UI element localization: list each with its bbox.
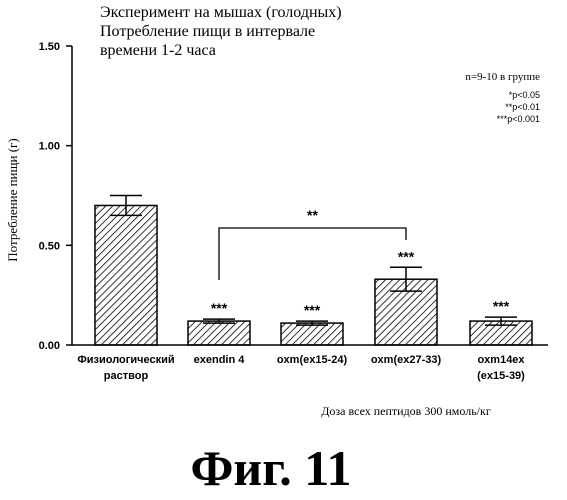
x-axis-label: Доза всех пептидов 300 нмоль/кг [321,404,491,418]
bar [281,323,343,345]
x-tick-label: раствор [104,370,149,382]
legend-p-005: *p<0.05 [509,90,540,100]
x-tick-label: (ex15-39) [477,370,525,382]
significance-label: *** [304,302,321,318]
figure-label: Фиг. 11 [190,440,351,496]
significance-label: *** [211,300,228,316]
title-line-1: Эксперимент на мышах (голодных) [100,4,342,21]
x-tick-label: oxm14ex [477,354,525,366]
x-tick-label: oxm(ex15-24) [277,354,348,366]
significance-label: *** [398,248,415,264]
y-axis-label: Потребление пищи (г) [5,138,20,261]
title-line-2: Потребление пищи в интервале [100,23,315,40]
bar [188,321,250,345]
x-tick-label: oxm(ex27-33) [371,354,442,366]
x-tick-label: Физиологический [77,354,174,366]
legend-p-0001: ***p<0.001 [497,114,540,124]
legend-p-001: **p<0.01 [505,102,540,112]
y-tick-label: 1.00 [39,141,60,153]
chart-title: Эксперимент на мышах (голодных) Потребле… [100,4,342,59]
comparison-label: ** [307,207,318,223]
bar [95,205,157,345]
y-tick-label: 1.50 [39,41,60,53]
y-tick-label: 0.50 [39,240,60,252]
legend-sample-size: n=9-10 в группе [465,71,540,83]
legend: n=9-10 в группе *p<0.05 **p<0.01 ***p<0.… [465,71,540,124]
significance-label: *** [493,298,510,314]
title-line-3: времени 1-2 часа [100,42,216,59]
x-tick-label: exendin 4 [194,354,246,366]
comparison-bracket [219,228,406,280]
y-tick-label: 0.00 [39,340,60,352]
